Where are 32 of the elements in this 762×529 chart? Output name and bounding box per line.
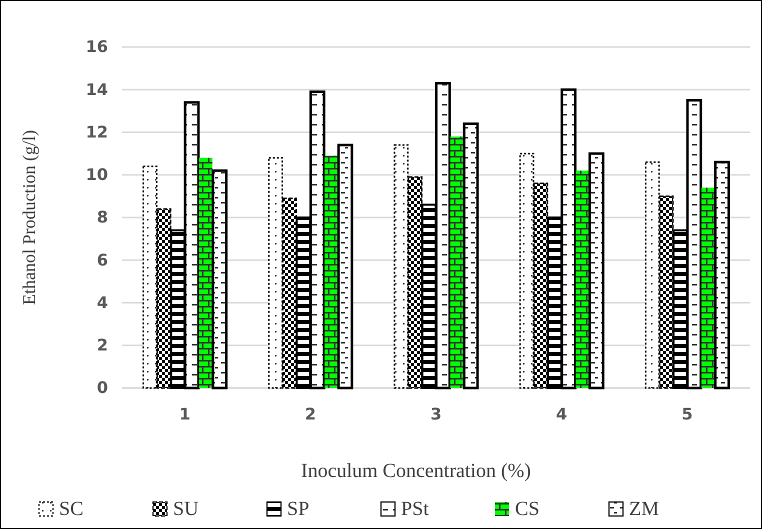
x-tick-label: 5 [682, 404, 693, 424]
y-tick-label: 6 [96, 250, 108, 270]
x-tick-label: 4 [556, 404, 568, 424]
x-tick-label: 1 [179, 404, 190, 424]
legend-label: SU [173, 498, 200, 520]
bar [701, 188, 715, 388]
legend-label: CS [515, 498, 540, 520]
bar [199, 158, 212, 388]
bar [212, 169, 228, 390]
y-tick-label: 4 [96, 292, 108, 312]
bar [450, 136, 464, 388]
legend-label: ZM [629, 498, 660, 520]
x-axis-title: Inoculum Concentration (%) [301, 460, 531, 482]
bar [337, 144, 354, 390]
legend-label: SC [59, 498, 84, 520]
legend-label: SP [287, 498, 310, 520]
x-tick-label: 3 [430, 404, 442, 424]
legend-label: PSt [401, 498, 430, 520]
y-tick-label: 14 [86, 80, 108, 99]
y-tick-label: 16 [86, 37, 108, 56]
y-axis-title: Ethanol Production (g/l) [19, 130, 39, 305]
bar [588, 152, 604, 390]
y-tick-label: 0 [96, 378, 108, 398]
y-tick-label: 8 [96, 208, 108, 227]
bar [324, 156, 338, 388]
y-tick-label: 10 [86, 164, 108, 184]
y-tick-label: 2 [96, 335, 108, 354]
bar [462, 122, 479, 390]
y-tick-label: 12 [86, 122, 108, 142]
bar [714, 160, 730, 390]
x-tick-label: 2 [304, 404, 316, 424]
bar [576, 170, 590, 388]
